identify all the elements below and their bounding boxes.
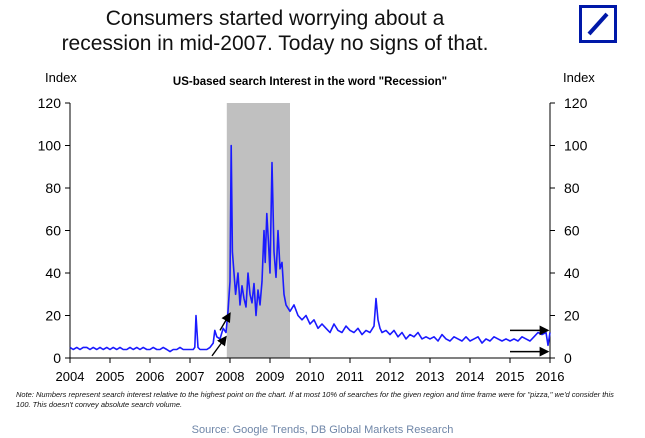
y-tick-label-right: 20	[564, 308, 580, 324]
series-line	[69, 144, 551, 353]
headline-line-1: Consumers started worrying about a	[105, 7, 445, 30]
x-tick-label: 2010	[296, 369, 325, 384]
arrow-up-2007-b-arrow	[219, 312, 231, 331]
chart-area: 0 0 20 20 40 40 60 60 80 80 100 100 120 120 2004 2005 20…	[38, 95, 588, 384]
recession-shading	[226, 103, 290, 358]
chart-title: US-based search Interest in the word "Re…	[172, 76, 448, 88]
y-tick-label-right: 40	[564, 265, 580, 281]
y-tick-label-left: 60	[45, 223, 61, 239]
y-tick-label-right: 120	[564, 95, 588, 111]
headline-line-2: recession in mid-2007. Today no signs of…	[61, 32, 489, 55]
y-tick-label-left: 80	[45, 180, 61, 196]
source-line: Source: Google Trends, DB Global Markets…	[191, 424, 454, 436]
x-tick-label: 2013	[416, 369, 445, 384]
footnote: Note: Numbers represent search interest …	[16, 390, 614, 409]
x-tick-label: 2008	[216, 369, 245, 384]
headline: Consumers started worrying about a reces…	[40, 6, 510, 56]
x-tick-label: 2016	[536, 369, 565, 384]
x-tick-label: 2014	[456, 369, 485, 384]
y-tick-label-right: 100	[564, 138, 588, 154]
y-tick-label-left: 40	[45, 265, 61, 281]
x-tick-label: 2009	[256, 369, 285, 384]
x-tick-label: 2007	[176, 369, 205, 384]
y-tick-label-right: 80	[564, 180, 580, 196]
deutsche-bank-logo-icon	[579, 5, 617, 43]
x-tick-label: 2015	[496, 369, 525, 384]
y-tick-label-left: 120	[38, 95, 62, 111]
y-tick-label-left: 100	[38, 138, 62, 154]
y-tick-label-right: 0	[564, 350, 572, 366]
x-tick-label: 2005	[96, 369, 125, 384]
y-tick-label-left: 0	[53, 350, 61, 366]
y-tick-label-right: 60	[564, 223, 580, 239]
y-axis-left-label: Index	[45, 70, 77, 85]
x-tick-label: 2004	[56, 369, 85, 384]
x-tick-label: 2011	[336, 369, 364, 384]
x-tick-label: 2006	[136, 369, 165, 384]
y-axis-right-label: Index	[563, 70, 595, 85]
x-tick-label: 2012	[376, 369, 405, 384]
y-tick-label-left: 20	[45, 308, 61, 324]
arrow-up-2007-a-arrow	[211, 335, 227, 357]
